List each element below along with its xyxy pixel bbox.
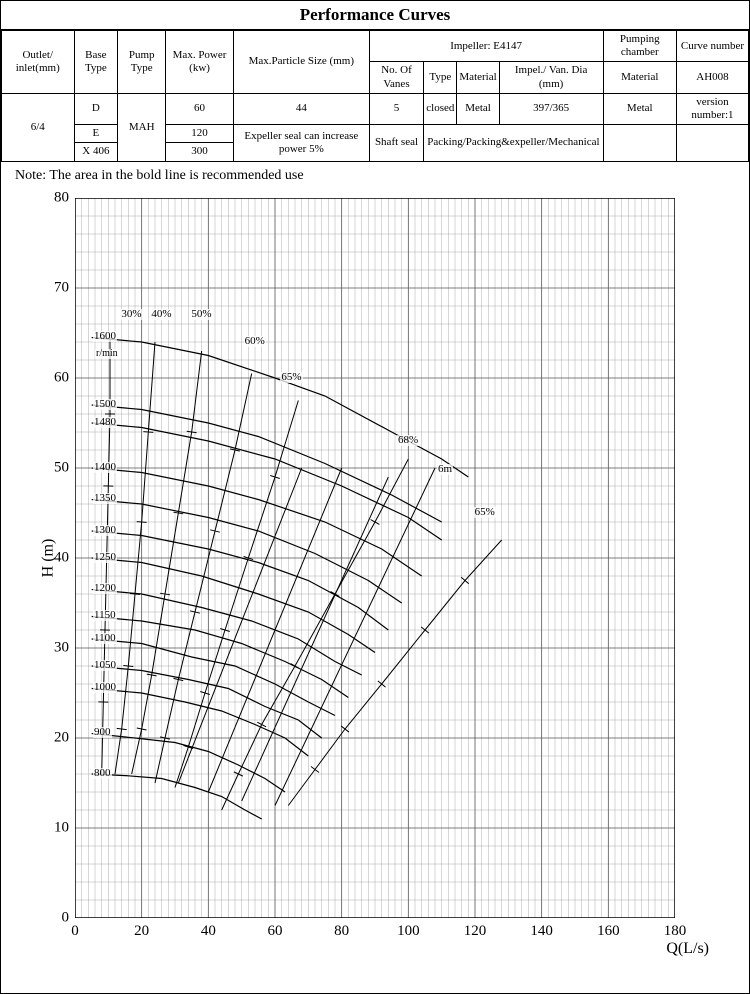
x-tick: 100 [397, 923, 420, 940]
hdr-particle: Max.Particle Size (mm) [233, 31, 369, 94]
x-tick: 40 [201, 923, 216, 940]
val-pcmat: Metal [603, 93, 676, 124]
hdr-vanes: No. Of Vanes [369, 62, 424, 93]
val-impmat: Metal [457, 93, 499, 124]
eff-label: 68% [397, 435, 419, 446]
x-tick: 80 [334, 923, 349, 940]
eff-label: 65% [280, 372, 302, 383]
val-particle-note: Expeller seal can increase power 5% [233, 125, 369, 161]
rpm-label: 1350 [93, 493, 117, 504]
empty1 [603, 125, 676, 161]
eff-label: 60% [244, 336, 266, 347]
rpm-label: 1480 [93, 417, 117, 428]
hdr-code: AH008 [676, 62, 748, 93]
rpm-label: 1000 [93, 682, 117, 693]
val-vanes: 5 [369, 93, 424, 124]
val-particle1: 44 [233, 93, 369, 124]
rpm-label: 1200 [93, 583, 117, 594]
val-imptype: closed [424, 93, 457, 124]
title: Performance Curves [1, 1, 749, 30]
val-pw3: 300 [166, 143, 234, 161]
x-axis-label: Q(L/s) [666, 940, 709, 958]
hdr-pump: Pump Type [118, 31, 166, 94]
eff-label: 40% [150, 309, 172, 320]
val-shaft: Shaft seal [369, 125, 424, 161]
rpm-label: 900 [93, 727, 112, 738]
npsh-label: 6m [437, 464, 453, 475]
y-tick: 0 [45, 909, 69, 926]
hdr-pc-material: Material [603, 62, 676, 93]
val-pw1: 60 [166, 93, 234, 124]
x-tick: 180 [664, 923, 687, 940]
hdr-curve: Curve number [676, 31, 748, 62]
rpm-label: 1500 [93, 399, 117, 410]
val-base2: E [74, 125, 118, 143]
rpm-label: 1150 [93, 610, 117, 621]
x-tick: 60 [268, 923, 283, 940]
y-tick: 70 [45, 279, 69, 296]
rpm-label: 1600 [93, 331, 117, 342]
val-impdia: 397/365 [499, 93, 603, 124]
chart-annotation: r/min [95, 349, 119, 359]
y-tick: 40 [45, 549, 69, 566]
rpm-label: 1250 [93, 552, 117, 563]
hdr-base: Base Type [74, 31, 118, 94]
spec-table: Outlet/ inlet(mm) Base Type Pump Type Ma… [1, 30, 749, 162]
val-pump: MAH [118, 93, 166, 161]
x-tick: 120 [464, 923, 487, 940]
hdr-type: Type [424, 62, 457, 93]
hdr-outlet: Outlet/ inlet(mm) [2, 31, 75, 94]
hdr-dia: Impel./ Van. Dia (mm) [499, 62, 603, 93]
hdr-pump-chamber: Pumping chamber [603, 31, 676, 62]
x-tick: 160 [597, 923, 620, 940]
val-pw2: 120 [166, 125, 234, 143]
x-tick: 20 [134, 923, 149, 940]
val-outlet: 6/4 [2, 93, 75, 161]
rpm-label: 1050 [93, 660, 117, 671]
val-version: version number:1 [676, 93, 748, 124]
note: Note: The area in the bold line is recom… [1, 162, 749, 184]
x-tick: 140 [530, 923, 553, 940]
chart-svg [75, 198, 675, 918]
rpm-label: 1300 [93, 525, 117, 536]
x-tick: 0 [71, 923, 79, 940]
rpm-label: 1400 [93, 462, 117, 473]
chart: H (m) Q(L/s) 010203040506070800204060801… [75, 198, 709, 918]
y-tick: 60 [45, 369, 69, 386]
hdr-impeller: Impeller: E4147 [369, 31, 603, 62]
y-tick: 10 [45, 819, 69, 836]
empty2 [676, 125, 748, 161]
rpm-label: 800 [93, 768, 112, 779]
val-base3: X 406 [74, 143, 118, 161]
hdr-material: Material [457, 62, 499, 93]
rpm-label: 1100 [93, 633, 117, 644]
eff-label: 30% [120, 309, 142, 320]
hdr-power: Max. Power (kw) [166, 31, 234, 94]
eff-label: 50% [190, 309, 212, 320]
y-tick: 30 [45, 639, 69, 656]
val-packing: Packing/Packing&expeller/Mechanical [424, 125, 603, 161]
y-tick: 50 [45, 459, 69, 476]
eff-label: 65% [474, 507, 496, 518]
y-tick: 80 [45, 189, 69, 206]
val-base1: D [74, 93, 118, 124]
y-tick: 20 [45, 729, 69, 746]
page: Performance Curves Outlet/ inlet(mm) Bas… [0, 0, 750, 994]
